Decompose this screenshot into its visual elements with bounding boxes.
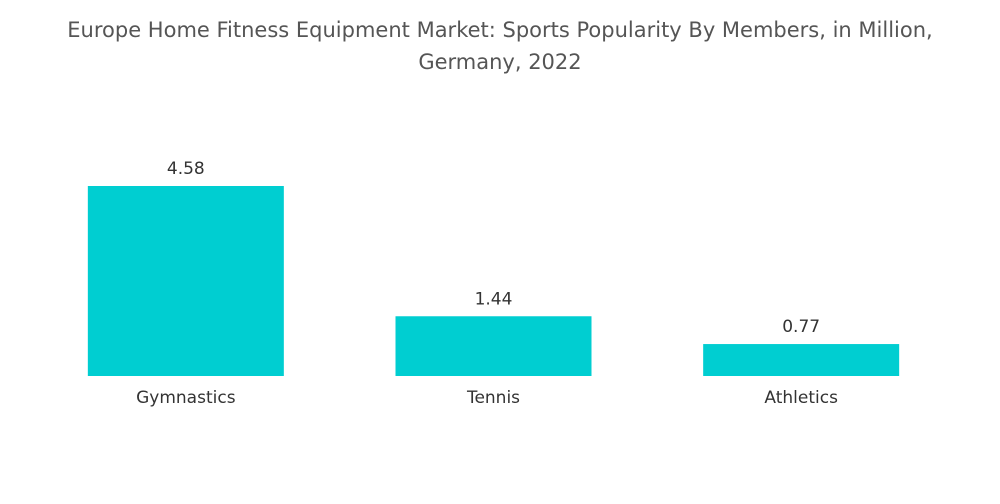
bar-athletics bbox=[703, 344, 900, 376]
bar-tennis bbox=[395, 316, 592, 376]
data-label-athletics: 0.77 bbox=[782, 317, 820, 337]
data-label-gymnastics: 4.58 bbox=[167, 159, 205, 179]
bars-layer bbox=[87, 186, 900, 376]
data-label-tennis: 1.44 bbox=[475, 289, 513, 309]
category-label-tennis: Tennis bbox=[466, 388, 520, 408]
category-labels-layer: Gymnastics Tennis Athletics bbox=[136, 388, 838, 408]
category-label-athletics: Athletics bbox=[764, 388, 838, 408]
category-label-gymnastics: Gymnastics bbox=[136, 388, 236, 408]
bar-gymnastics bbox=[87, 186, 284, 376]
data-labels-layer: 4.58 1.44 0.77 bbox=[167, 159, 820, 337]
chart-title: Europe Home Fitness Equipment Market: Sp… bbox=[67, 18, 933, 74]
